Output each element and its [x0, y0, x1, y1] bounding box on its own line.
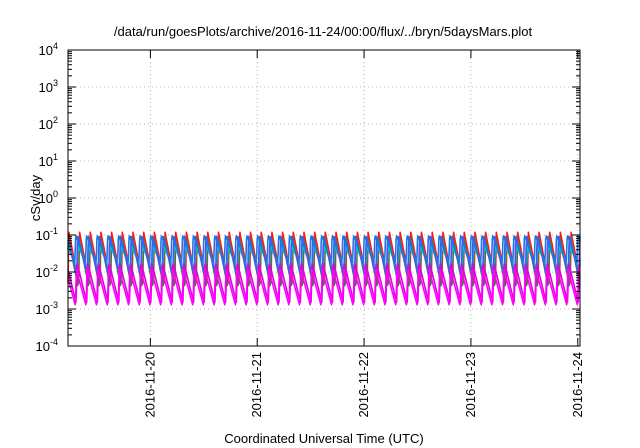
x-axis: 2016-11-20 2016-11-21 2016-11-22 2016-11-23…: [142, 50, 585, 418]
y-tick-label: 10-1: [36, 226, 58, 243]
y-tick-label: 100: [39, 189, 58, 206]
y-tick-label: 10-2: [36, 263, 58, 280]
y-tick-label: 104: [39, 41, 58, 58]
data-series-line: [67, 263, 581, 303]
x-axis-label: Coordinated Universal Time (UTC): [224, 431, 423, 446]
x-tick-label: 2016-11-20: [142, 352, 157, 418]
y-tick-label: 102: [39, 115, 58, 132]
y-tick-label: 103: [39, 78, 58, 95]
chart-title: /data/run/goesPlots/archive/2016-11-24/0…: [114, 24, 533, 39]
data-series-line: [67, 235, 581, 263]
data-series-line: [67, 235, 581, 276]
y-axis: 10-4 10-3 10-2 10-1 100 101 102 103 104: [36, 41, 580, 354]
y-tick-label: 10-4: [36, 337, 58, 354]
x-tick-label: 2016-11-21: [249, 352, 264, 418]
plot-area: [67, 231, 581, 306]
y-tick-label: 101: [39, 152, 58, 169]
x-tick-label: 2016-11-23: [463, 352, 478, 418]
data-series-line: [67, 268, 581, 306]
x-tick-label: 2016-11-24: [570, 352, 585, 418]
x-tick-label: 2016-11-22: [356, 352, 371, 418]
y-axis-label: cSv/day: [28, 174, 43, 221]
y-tick-label: 10-3: [36, 300, 58, 317]
